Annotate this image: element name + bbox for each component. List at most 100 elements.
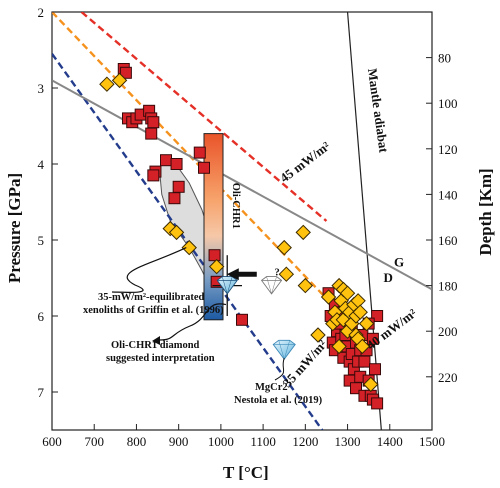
- axis-ticks: 600 700 800 900 1000 1100 1200 1300 1400 15002345…: [38, 5, 458, 449]
- depth-axis-title: Depth [Km]: [476, 168, 495, 255]
- diamond-point-31: [358, 315, 375, 332]
- griffin-connector: [111, 247, 187, 294]
- oli-chr1-bar-label: Oli-CHR1: [230, 183, 241, 229]
- y-tick-label-1: 3: [38, 81, 45, 96]
- square-point-18: [208, 249, 221, 262]
- square-point-54: [366, 332, 379, 345]
- diamond-point-33: [310, 327, 326, 343]
- x-tick-label-7: 1300: [335, 434, 361, 449]
- geotherm-lines: [52, 12, 432, 430]
- series-line-4: [52, 79, 432, 291]
- data-points: [99, 63, 384, 410]
- diamond-point-1: [111, 72, 128, 89]
- depth-tick-label-0: 80: [438, 51, 451, 66]
- oli-connector-head: [152, 336, 160, 345]
- diamond-point-4: [181, 239, 197, 256]
- square-point-53: [371, 397, 384, 410]
- question-diamond-icon-body: [260, 276, 283, 295]
- mgcr2-connector: [274, 358, 285, 381]
- square-point-9: [147, 116, 160, 129]
- depth-tick-label-5: 180: [438, 279, 458, 294]
- diamond-point-9: [297, 277, 314, 294]
- mgcr2-diamond-icon-facet-a: [278, 340, 285, 360]
- diamond-point-32: [363, 376, 379, 393]
- oli-annotation-line1: Oli-CHR1 diamond: [111, 340, 200, 351]
- depth-tick-label-4: 160: [438, 233, 458, 248]
- diamond-point-3: [168, 224, 185, 241]
- x-tick-label-6: 1200: [292, 434, 318, 449]
- depth-tick-label-7: 220: [438, 370, 458, 385]
- griffin-annotation-line1: 35-mW/m²-equilibrated: [98, 292, 205, 303]
- question-diamond-icon-facet-a: [266, 276, 272, 294]
- oli-diamond-icon-body: [216, 276, 238, 295]
- diamond-icons: [111, 247, 296, 381]
- x-tick-label-1: 700: [84, 434, 104, 449]
- square-point-52: [371, 310, 384, 322]
- x-tick-label-3: 900: [169, 434, 189, 449]
- label-d: D: [383, 270, 392, 285]
- question-mark-label: ?: [275, 268, 280, 279]
- series-line-2: [52, 53, 324, 430]
- square-point-16: [193, 146, 206, 159]
- x-tick-label-2: 800: [127, 434, 147, 449]
- question-diamond-icon: [260, 276, 283, 295]
- diamond-point-8: [295, 224, 311, 241]
- label-45-mw: 45 mW/m²: [277, 138, 333, 185]
- square-point-14: [168, 192, 181, 205]
- oli-diamond-icon-facet-b: [226, 276, 233, 294]
- mgcr2-diamond-icon: [272, 339, 296, 361]
- x-tick-label-4: 1000: [208, 434, 234, 449]
- square-point-1: [119, 66, 132, 79]
- square-point-12: [160, 154, 172, 167]
- y-tick-label-4: 6: [38, 309, 45, 324]
- x-tick-label-0: 600: [42, 434, 62, 449]
- square-point-13: [170, 158, 183, 170]
- diamond-point-30: [354, 338, 371, 355]
- x-tick-label-9: 1500: [419, 434, 445, 449]
- diamond-point-0: [99, 76, 115, 92]
- square-point-20: [236, 313, 248, 326]
- square-point-51: [369, 363, 381, 376]
- diamond-point-5: [208, 258, 225, 275]
- question-diamond-icon-facet-b: [271, 276, 277, 294]
- x-tick-label-8: 1400: [377, 434, 403, 449]
- depth-tick-label-2: 120: [438, 142, 458, 157]
- depth-tick-label-6: 200: [438, 324, 458, 339]
- diamond-point-10: [320, 289, 337, 305]
- square-point-17: [198, 161, 210, 174]
- series-line-3: [346, 12, 382, 430]
- depth-tick-label-1: 100: [438, 96, 458, 111]
- y-tick-label-5: 7: [38, 385, 45, 400]
- oli-chr1-bar: [203, 133, 224, 321]
- mgcr2-diamond-icon-facet-b: [283, 340, 290, 360]
- griffin-annotation-line2: xenoliths of Griffin et al. (1996): [83, 305, 224, 316]
- oli-annotation-line2: suggested interpretation: [106, 353, 215, 364]
- x-axis-title: T [°C]: [223, 463, 269, 482]
- oli-chr1-bar-rect: [203, 133, 224, 321]
- oli-connector: [159, 303, 227, 341]
- mgcr2-annotation-line2: Nestola et al. (2019): [234, 395, 323, 406]
- y-tick-label-0: 2: [38, 5, 45, 20]
- y-tick-label-2: 4: [38, 157, 45, 172]
- x-tick-label-5: 1100: [250, 434, 276, 449]
- y-axis-title: Pressure [GPa]: [5, 173, 24, 283]
- pointer-arrow-icon: [226, 268, 257, 281]
- oli-diamond-icon: [216, 276, 238, 295]
- mgcr2-diamond-icon-body: [272, 339, 296, 361]
- series-line-0: [80, 12, 328, 222]
- diamond-point-20: [339, 285, 356, 301]
- diamond-point-7: [278, 266, 295, 282]
- diamond-point-6: [276, 239, 292, 256]
- label-mantle-adiabat: Mantle adiabat: [365, 67, 392, 154]
- plot-frame-rect: [51, 11, 433, 431]
- square-point-45: [358, 355, 371, 368]
- plot-frame: [51, 11, 433, 431]
- depth-tick-label-3: 140: [438, 187, 458, 202]
- square-point-11: [147, 169, 160, 182]
- y-tick-label-3: 5: [38, 233, 45, 248]
- mgcr2-annotation-line1: MgCr2: [255, 382, 288, 393]
- square-point-8: [145, 127, 158, 140]
- square-point-15: [172, 180, 185, 193]
- oli-diamond-icon-facet-a: [221, 276, 228, 294]
